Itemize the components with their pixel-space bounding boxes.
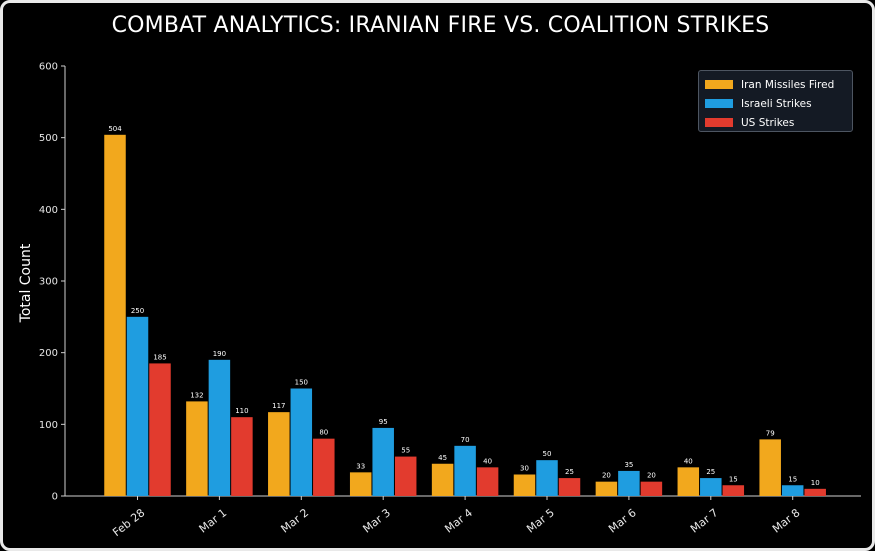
bar <box>700 478 722 496</box>
bar <box>722 485 745 496</box>
bar <box>804 488 826 496</box>
bar <box>476 467 499 496</box>
x-tick-label: Mar 2 <box>279 506 312 535</box>
bar <box>431 463 454 496</box>
x-tick-label: Mar 3 <box>360 506 393 535</box>
bar-value-label: 15 <box>788 475 797 483</box>
bar-value-label: 20 <box>602 472 611 480</box>
bar-value-label: 95 <box>379 418 388 426</box>
bar <box>558 478 581 496</box>
bar-value-label: 40 <box>483 457 492 465</box>
y-tick-label: 400 <box>39 205 58 216</box>
bar <box>781 485 804 496</box>
x-tick-label: Feb 28 <box>110 506 147 539</box>
bar-value-label: 110 <box>235 407 248 415</box>
legend-label-us: US Strikes <box>741 116 795 129</box>
x-tick-label: Mar 8 <box>770 506 803 535</box>
bar <box>208 359 231 496</box>
x-tick-label: Mar 5 <box>524 506 557 535</box>
data-labels: 504 250 185 132 190 110 117 150 80 33 95 55 45 70 40 30… <box>108 125 819 487</box>
bar-value-label: 70 <box>461 436 470 444</box>
bar-value-label: 132 <box>190 391 203 399</box>
x-tick-label: Mar 4 <box>442 506 475 535</box>
legend-label-israel: Israeli Strikes <box>741 97 812 110</box>
y-tick-label: 100 <box>39 420 58 431</box>
bar-value-label: 190 <box>213 350 226 358</box>
bar <box>618 470 640 496</box>
bars <box>104 134 826 497</box>
bar <box>231 417 253 496</box>
legend-swatch-us <box>705 118 733 127</box>
bar-value-label: 55 <box>401 447 410 455</box>
y-tick-label: 200 <box>39 348 58 359</box>
bar <box>349 472 372 496</box>
bar <box>513 474 536 496</box>
legend-item-iran: Iran Missiles Fired <box>705 75 846 94</box>
bar <box>290 388 313 496</box>
bar-value-label: 35 <box>624 461 633 469</box>
bar <box>595 481 618 496</box>
bar-value-label: 10 <box>811 479 820 487</box>
legend-item-israel: Israeli Strikes <box>705 94 846 113</box>
legend-label-iran: Iran Missiles Fired <box>741 78 835 91</box>
bar-value-label: 80 <box>319 429 328 437</box>
y-tick-label: 300 <box>39 277 58 288</box>
bar-value-label: 25 <box>706 468 715 476</box>
bar <box>454 445 476 496</box>
legend-swatch-israel <box>705 99 733 108</box>
bar-chart: 0 100 200 300 400 500 600 Feb 28 Mar 1 Mar 2 Mar 3… <box>18 62 861 539</box>
bar <box>394 456 417 496</box>
bar-value-label: 79 <box>766 429 775 437</box>
bar-value-label: 40 <box>684 457 693 465</box>
y-tick-label: 600 <box>39 62 58 73</box>
bar <box>372 427 394 496</box>
bar-value-label: 117 <box>272 402 285 410</box>
legend: Iran Missiles Fired Israeli Strikes US S… <box>698 70 853 132</box>
bar <box>313 438 335 496</box>
bar-value-label: 185 <box>153 353 166 361</box>
bar <box>268 412 290 496</box>
bar-value-label: 15 <box>729 475 738 483</box>
x-tick-label: Mar 7 <box>688 506 721 535</box>
bar <box>677 467 700 496</box>
y-axis-label: Total Count <box>18 243 34 323</box>
bar-value-label: 50 <box>543 450 552 458</box>
bar-value-label: 250 <box>131 307 144 315</box>
y-tick-label: 0 <box>52 492 58 503</box>
x-tick-label: Mar 1 <box>197 506 230 535</box>
legend-item-us: US Strikes <box>705 113 846 132</box>
legend-swatch-iran <box>705 80 733 89</box>
bar <box>149 363 171 496</box>
bar-value-label: 20 <box>647 472 656 480</box>
bar <box>640 481 663 496</box>
bar <box>759 439 781 496</box>
bar <box>186 401 208 496</box>
y-tick-label: 500 <box>39 133 58 144</box>
bar-value-label: 45 <box>438 454 447 462</box>
bar-value-label: 30 <box>520 465 529 473</box>
bar <box>536 460 558 496</box>
bar <box>104 134 126 497</box>
bar-value-label: 25 <box>565 468 574 476</box>
x-tick-label: Mar 6 <box>606 506 639 535</box>
chart-title: COMBAT ANALYTICS: IRANIAN FIRE VS. COALI… <box>111 13 770 38</box>
bar-value-label: 504 <box>108 125 122 133</box>
bar-value-label: 150 <box>295 379 308 387</box>
bar <box>126 316 149 496</box>
bar-value-label: 33 <box>356 462 365 470</box>
